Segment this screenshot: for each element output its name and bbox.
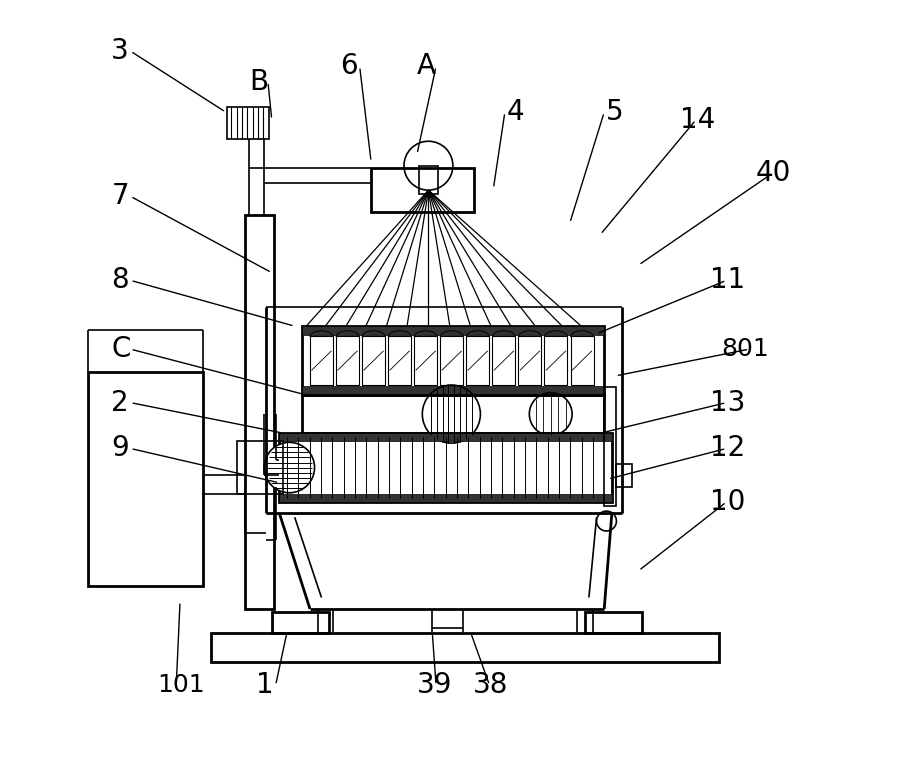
Text: 101: 101 bbox=[157, 673, 205, 697]
Text: C: C bbox=[111, 335, 130, 363]
Bar bbox=[302, 326, 604, 395]
Bar bbox=[88, 372, 203, 586]
Text: 801: 801 bbox=[721, 337, 768, 361]
Bar bbox=[414, 336, 437, 385]
Text: 1: 1 bbox=[256, 671, 274, 700]
Bar bbox=[466, 336, 489, 385]
Bar bbox=[388, 336, 411, 385]
Circle shape bbox=[264, 443, 315, 492]
Text: 4: 4 bbox=[507, 98, 524, 127]
Text: 7: 7 bbox=[111, 183, 129, 210]
Text: 38: 38 bbox=[474, 671, 509, 700]
Text: B: B bbox=[249, 67, 268, 96]
Bar bbox=[272, 612, 329, 634]
Text: 12: 12 bbox=[711, 434, 745, 463]
Bar bbox=[228, 107, 270, 139]
Bar bbox=[616, 464, 633, 487]
Text: 6: 6 bbox=[341, 52, 358, 81]
Bar bbox=[492, 336, 515, 385]
Text: 14: 14 bbox=[679, 106, 715, 134]
Bar bbox=[420, 166, 438, 194]
Bar bbox=[336, 336, 359, 385]
Bar bbox=[302, 386, 604, 395]
Text: 11: 11 bbox=[711, 266, 745, 295]
Bar bbox=[362, 336, 385, 385]
Bar bbox=[245, 216, 274, 609]
Bar bbox=[519, 336, 542, 385]
Bar bbox=[570, 336, 594, 385]
Bar bbox=[441, 336, 464, 385]
Bar bbox=[604, 387, 616, 505]
Text: 40: 40 bbox=[756, 160, 791, 187]
Text: 9: 9 bbox=[111, 434, 129, 463]
Bar bbox=[310, 336, 333, 385]
Text: A: A bbox=[417, 52, 436, 81]
Bar bbox=[279, 433, 611, 502]
Bar bbox=[371, 168, 475, 212]
Text: 5: 5 bbox=[606, 98, 623, 127]
Bar bbox=[585, 612, 643, 634]
Text: 3: 3 bbox=[111, 37, 129, 65]
Bar bbox=[279, 433, 611, 441]
Text: 39: 39 bbox=[417, 671, 453, 700]
Text: 8: 8 bbox=[111, 266, 129, 295]
Bar bbox=[544, 336, 567, 385]
Text: 2: 2 bbox=[111, 389, 129, 416]
Text: 10: 10 bbox=[711, 488, 745, 516]
Text: 13: 13 bbox=[711, 389, 745, 416]
Bar bbox=[279, 494, 611, 502]
Bar bbox=[302, 326, 604, 335]
Bar bbox=[238, 441, 284, 494]
Bar bbox=[302, 395, 604, 433]
Bar bbox=[210, 634, 719, 663]
